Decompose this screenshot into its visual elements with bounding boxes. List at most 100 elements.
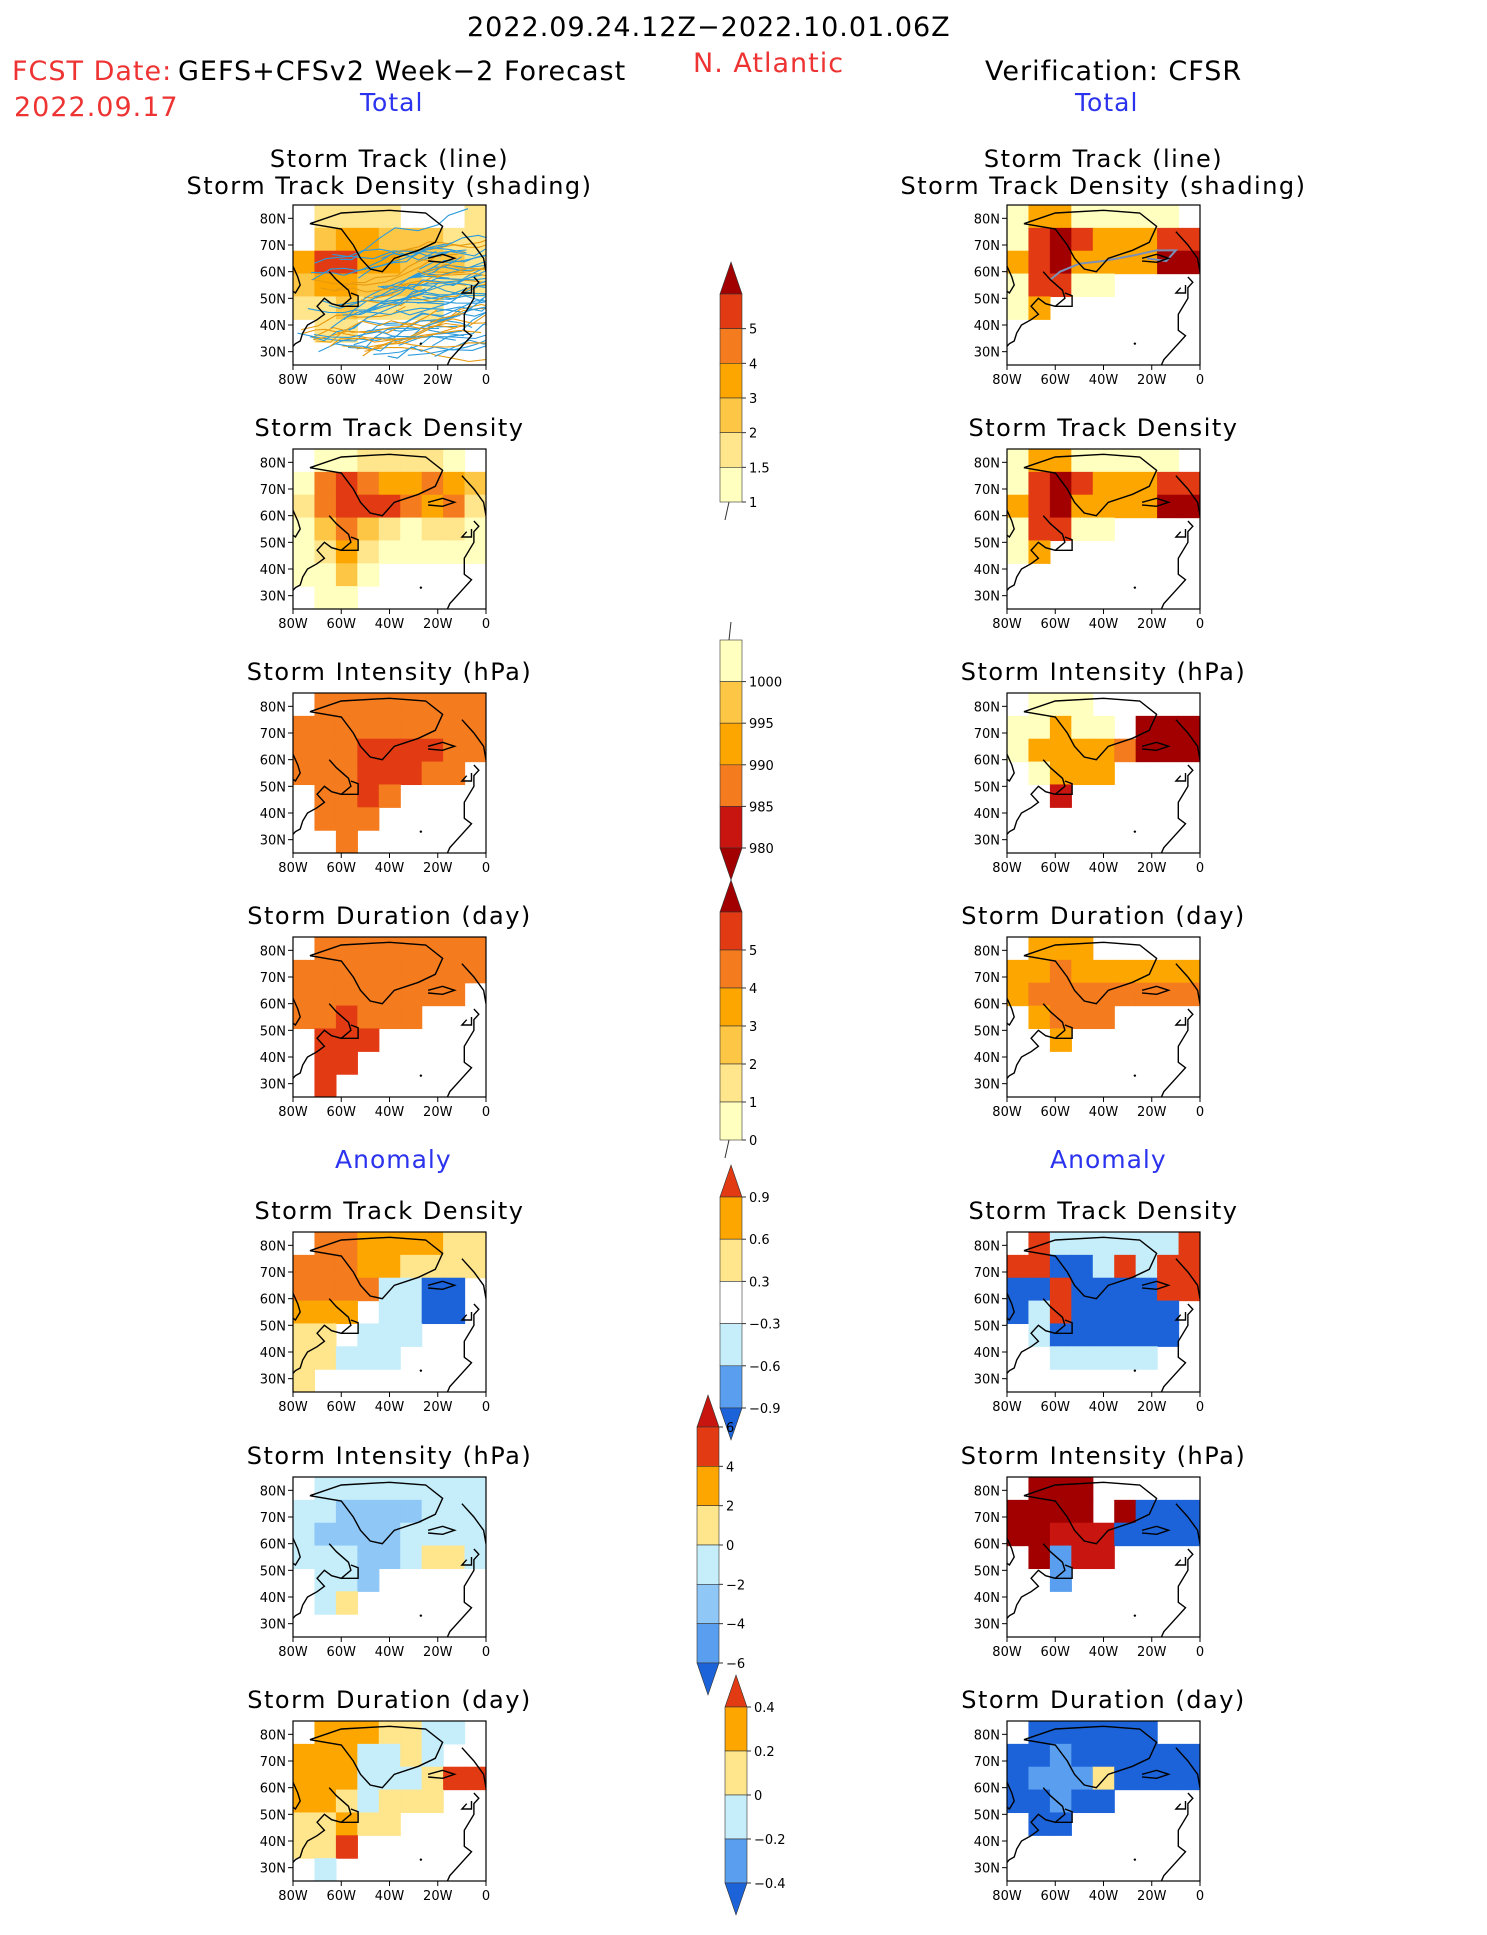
- shade-cell: [293, 250, 316, 275]
- shade-cell: [293, 296, 316, 320]
- shade-cell: [1028, 738, 1051, 763]
- coastline: [293, 1003, 352, 1080]
- shade-cell: [1135, 1300, 1158, 1325]
- colorbar-label: −2: [726, 1578, 745, 1593]
- shade-cell: [1157, 1300, 1180, 1325]
- x-tick-label: 80W: [278, 617, 308, 632]
- y-tick-label: 30N: [260, 1373, 286, 1388]
- shade-cell: [421, 1545, 444, 1570]
- coastline: [1141, 497, 1171, 508]
- x-tick-label: 40W: [375, 617, 405, 632]
- shade-cell: [357, 693, 380, 717]
- shade-cell: [400, 1005, 423, 1030]
- coastline: [341, 536, 359, 552]
- coastline: [427, 985, 457, 996]
- storm-track-line: [385, 239, 486, 258]
- colorbar-segment: [696, 1544, 720, 1585]
- shade-cell: [1049, 1300, 1072, 1325]
- y-tick-label: 60N: [260, 266, 286, 281]
- shade-cell: [1178, 1522, 1200, 1547]
- x-tick-label: 0: [482, 1645, 490, 1660]
- shade-cell: [400, 715, 423, 740]
- shade-cell: [400, 761, 423, 786]
- right-total-label: Total: [1075, 88, 1139, 117]
- coastline: [293, 1787, 352, 1864]
- shade-cell: [1092, 205, 1115, 229]
- shade-cell: [378, 449, 401, 473]
- storm-track-line: [330, 307, 461, 329]
- shade-cell: [443, 1254, 466, 1279]
- shade-cell: [443, 1766, 466, 1791]
- shade-cell: [357, 494, 380, 519]
- shade-cell: [335, 1766, 358, 1791]
- x-tick-label: 0: [1196, 1645, 1204, 1660]
- coastline: [309, 453, 444, 517]
- colorbar-segment: [719, 1281, 743, 1324]
- shade-cell: [335, 449, 358, 473]
- panel-title: Storm Track Density: [254, 414, 525, 442]
- y-tick-label: 60N: [974, 754, 1000, 769]
- shade-cell: [443, 761, 466, 786]
- shade-cell: [1049, 1743, 1072, 1768]
- region-name: N. Atlantic: [693, 48, 845, 79]
- shade-cell: [357, 784, 380, 808]
- ver-track-map: 80N 70N 60N 50N 40N 30N 80W 60W 40W 20W 0: [974, 204, 1204, 388]
- y-tick-label: 80N: [260, 1484, 286, 1499]
- shade-cell: [1071, 205, 1094, 229]
- shade-cell: [1028, 1300, 1051, 1325]
- y-tick-label: 70N: [260, 727, 286, 742]
- y-tick-label: 80N: [974, 700, 1000, 715]
- x-tick-label: 20W: [1137, 861, 1167, 876]
- shade-cell: [400, 227, 423, 252]
- storm-track-line: [381, 234, 486, 260]
- coastline: [309, 209, 444, 273]
- shade-cell: [335, 1028, 358, 1052]
- y-tick-label: 40N: [974, 563, 1000, 578]
- fcst-date-label: FCST Date:: [12, 56, 173, 87]
- colorbar-label: −0.6: [749, 1360, 781, 1375]
- shade-cell: [1071, 1323, 1094, 1347]
- shade-cell: [1157, 1522, 1180, 1547]
- shade-cell: [464, 1232, 486, 1256]
- shade-cell: [421, 761, 444, 786]
- shade-cell: [357, 1499, 380, 1524]
- shade-cell: [335, 1743, 358, 1768]
- coastline: [1007, 759, 1066, 836]
- shade-cell: [443, 693, 466, 717]
- x-tick-label: 60W: [1041, 1889, 1071, 1904]
- shade-cell: [1049, 273, 1072, 298]
- shade-cell: [357, 1277, 380, 1302]
- y-tick-label: 70N: [260, 1755, 286, 1770]
- y-tick-label: 40N: [260, 563, 286, 578]
- y-tick-label: 80N: [260, 1239, 286, 1254]
- shade-cell: [1028, 715, 1051, 740]
- shade-cell: [335, 1522, 358, 1547]
- shade-cell: [1157, 959, 1180, 984]
- shade-cell: [1049, 1789, 1072, 1814]
- shade-cell: [1007, 1522, 1030, 1547]
- x-tick-label: 20W: [423, 1105, 453, 1120]
- x-tick-label: 40W: [1089, 1105, 1119, 1120]
- shade-cell: [314, 693, 337, 717]
- colorbar-segment: [719, 722, 743, 766]
- coastline: [1055, 1319, 1073, 1335]
- shade-cell: [357, 1028, 380, 1052]
- x-tick-label: 0: [1196, 373, 1204, 388]
- island-marker: [1133, 830, 1137, 833]
- shade-cell: [314, 1858, 337, 1881]
- shade-cell: [1157, 1232, 1180, 1256]
- shade-cell: [1071, 1477, 1094, 1501]
- coastline: [1175, 1258, 1200, 1299]
- coastline: [446, 1008, 480, 1097]
- shade-cell: [1028, 471, 1051, 496]
- shade-cell: [293, 1300, 316, 1325]
- coastline: [341, 1024, 359, 1040]
- island-marker: [1133, 1074, 1137, 1077]
- x-tick-label: 0: [1196, 617, 1204, 632]
- shade-cell: [1178, 959, 1200, 984]
- shade-cell: [464, 471, 486, 496]
- x-tick-label: 80W: [992, 373, 1022, 388]
- shade-cell: [314, 715, 337, 740]
- coastline: [1007, 1543, 1066, 1620]
- shade-cell: [378, 1812, 401, 1836]
